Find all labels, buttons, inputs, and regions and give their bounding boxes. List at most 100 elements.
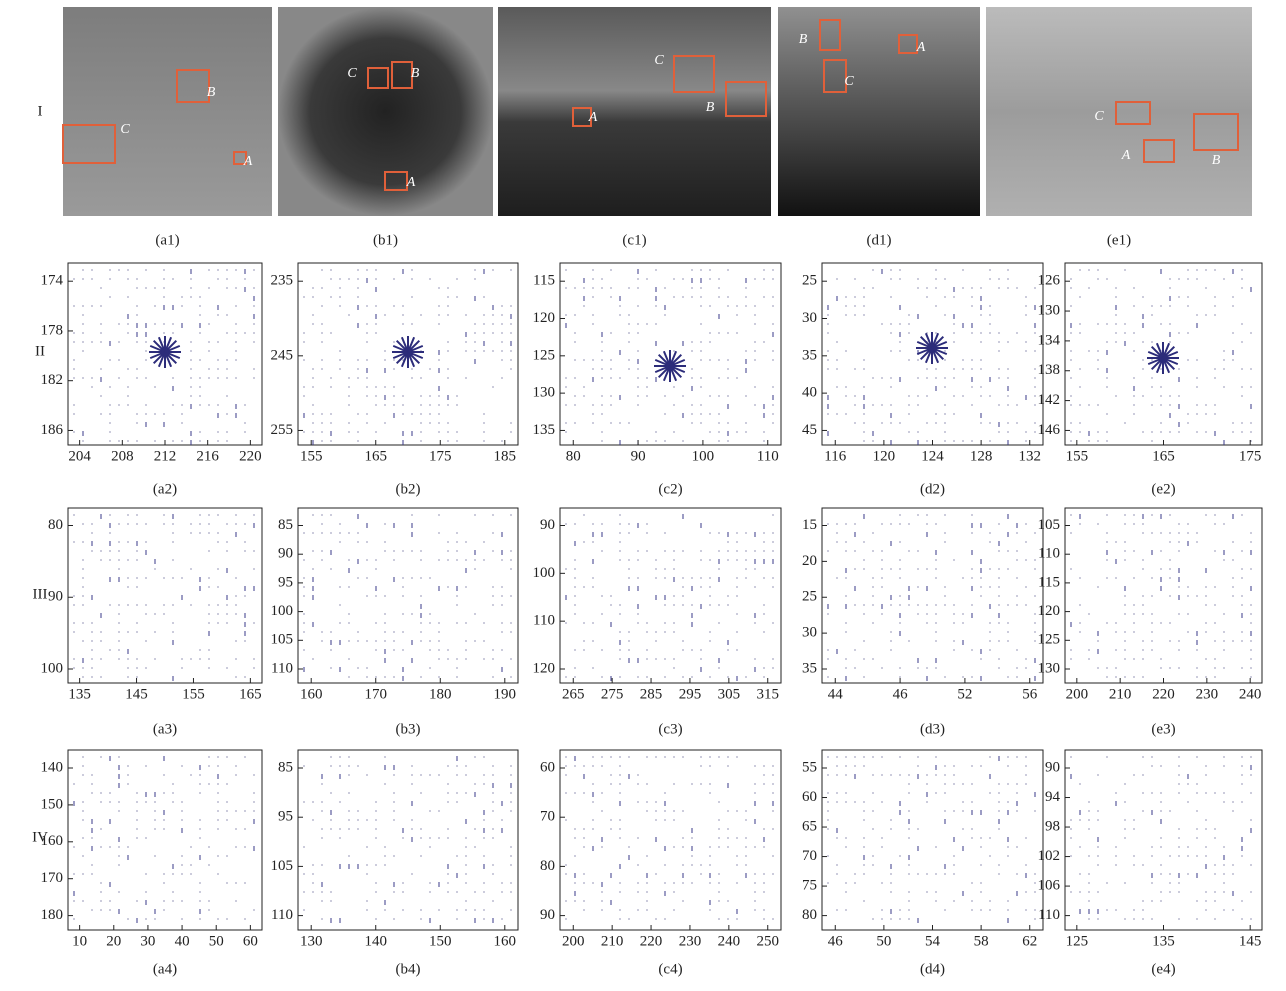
vector (400, 336, 409, 353)
y-tick-label: 25 (802, 589, 817, 605)
target-box (1143, 139, 1175, 163)
row-label: I (38, 103, 43, 119)
x-tick-label: 165 (364, 448, 387, 464)
vector (1155, 357, 1164, 374)
caption: (b2) (396, 481, 421, 497)
vector (669, 353, 683, 367)
vector (164, 351, 173, 368)
x-tick-label: 100 (692, 448, 715, 464)
x-tick-label: 190 (494, 686, 517, 702)
vector (1162, 357, 1171, 374)
vector (392, 351, 409, 360)
x-tick-label: 250 (756, 933, 779, 949)
quiver-plot: 85 95 105 110 130 140 150 160 (b4) (271, 749, 519, 977)
vector (1162, 345, 1176, 359)
vector (669, 365, 678, 382)
vector (919, 335, 933, 349)
vector (654, 358, 671, 367)
x-tick-label: 212 (154, 448, 177, 464)
vector (149, 351, 166, 360)
y-tick-label: 85 (278, 759, 293, 775)
y-tick-label: 142 (1038, 392, 1061, 408)
x-tick-label: 60 (243, 933, 258, 949)
y-tick-label: 98 (1045, 818, 1060, 834)
y-tick-label: 110 (271, 660, 293, 676)
caption: (d3) (920, 721, 945, 737)
y-tick-label: 178 (41, 322, 64, 338)
quiver-plot: 126 130 134 138 142 146 155 165 175 (e2) (1038, 262, 1263, 497)
plot-frame (1064, 507, 1263, 684)
quiver-plot: 90 100 110 120 265 275 285 295 305 315 (c3) (533, 507, 782, 737)
vector (669, 365, 683, 379)
row-label: II (35, 343, 45, 359)
infrared-image (498, 7, 771, 216)
y-tick-label: 90 (1045, 759, 1060, 775)
y-tick-label: 30 (802, 310, 817, 326)
y-tick-label: 110 (271, 907, 293, 923)
y-tick-label: 120 (533, 660, 556, 676)
y-tick-label: 90 (540, 907, 555, 923)
vector (931, 347, 948, 356)
plot-frame (297, 749, 519, 931)
box-label: A (588, 110, 598, 125)
x-tick-label: 130 (300, 933, 323, 949)
target-box (176, 69, 210, 103)
plot-frame (821, 749, 1044, 931)
y-tick-label: 235 (271, 273, 294, 289)
y-tick-label: 110 (1038, 546, 1060, 562)
caption: (b1) (373, 232, 398, 248)
box-label: A (1121, 148, 1131, 163)
y-tick-label: 115 (1038, 574, 1060, 590)
x-tick-label: 305 (718, 686, 741, 702)
x-tick-label: 240 (718, 933, 741, 949)
vector (931, 335, 945, 349)
box-label: C (844, 74, 854, 89)
x-tick-label: 150 (429, 933, 452, 949)
box-label: B (411, 66, 420, 81)
y-tick-label: 150 (41, 796, 64, 812)
vector (164, 351, 181, 360)
plot-frame (821, 507, 1044, 684)
quiver-plot: 115 120 125 130 135 80 90 100 110 (c2) (533, 262, 782, 497)
x-tick-label: 220 (239, 448, 262, 464)
box-label: A (406, 175, 416, 190)
caption: (d2) (920, 481, 945, 497)
vector (157, 336, 166, 353)
x-tick-label: 135 (1152, 933, 1175, 949)
target-box (62, 124, 116, 164)
plot-frame (67, 507, 263, 684)
x-tick-label: 230 (679, 933, 702, 949)
x-tick-label: 240 (1239, 686, 1262, 702)
quiver-plot: 235 245 255 155 165 175 185 (b2) (271, 262, 519, 497)
vector (1155, 342, 1164, 359)
y-tick-label: 174 (41, 273, 64, 289)
vector (1147, 357, 1164, 366)
vector (407, 351, 421, 365)
box-label: C (347, 66, 357, 81)
x-tick-label: 200 (1066, 686, 1089, 702)
x-tick-label: 155 (1066, 448, 1089, 464)
vector (407, 336, 416, 353)
x-tick-label: 46 (893, 686, 909, 702)
x-tick-label: 124 (921, 448, 944, 464)
box-label: B (706, 100, 715, 115)
vector (654, 365, 671, 374)
y-tick-label: 100 (533, 565, 556, 581)
vector (1147, 350, 1164, 359)
x-tick-label: 140 (364, 933, 387, 949)
plot-frame (297, 507, 519, 684)
x-tick-label: 185 (494, 448, 517, 464)
caption: (e3) (1151, 721, 1175, 737)
y-tick-label: 120 (533, 310, 556, 326)
y-tick-label: 35 (802, 660, 817, 676)
caption: (b3) (396, 721, 421, 737)
x-tick-label: 295 (679, 686, 702, 702)
vector (916, 347, 933, 356)
y-tick-label: 138 (1038, 362, 1061, 378)
y-tick-label: 102 (1038, 848, 1061, 864)
target-box (367, 67, 389, 89)
x-tick-label: 180 (429, 686, 452, 702)
y-tick-label: 95 (278, 574, 293, 590)
y-tick-label: 90 (48, 589, 63, 605)
